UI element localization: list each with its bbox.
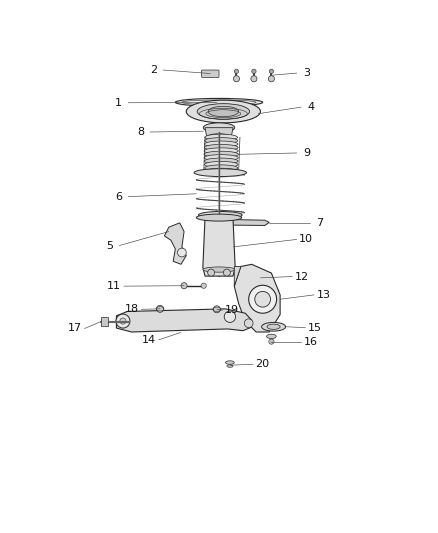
Text: 20: 20 bbox=[256, 359, 270, 369]
Text: 3: 3 bbox=[303, 68, 310, 78]
Ellipse shape bbox=[205, 161, 238, 167]
Circle shape bbox=[223, 269, 230, 276]
Circle shape bbox=[269, 339, 274, 344]
Circle shape bbox=[268, 76, 275, 82]
Polygon shape bbox=[101, 317, 108, 326]
Text: 14: 14 bbox=[142, 335, 156, 345]
Ellipse shape bbox=[198, 212, 242, 219]
Text: 11: 11 bbox=[107, 281, 121, 291]
Ellipse shape bbox=[207, 134, 231, 141]
Circle shape bbox=[251, 76, 257, 82]
Text: 15: 15 bbox=[308, 322, 322, 333]
Ellipse shape bbox=[197, 103, 250, 119]
Ellipse shape bbox=[204, 155, 238, 161]
Ellipse shape bbox=[226, 361, 234, 364]
Text: 16: 16 bbox=[304, 337, 318, 346]
Ellipse shape bbox=[227, 365, 233, 367]
Ellipse shape bbox=[205, 165, 238, 171]
Text: 6: 6 bbox=[115, 192, 122, 201]
Circle shape bbox=[224, 311, 236, 322]
Ellipse shape bbox=[208, 106, 239, 117]
Ellipse shape bbox=[267, 334, 276, 338]
Ellipse shape bbox=[175, 99, 263, 106]
Circle shape bbox=[233, 76, 240, 82]
FancyBboxPatch shape bbox=[201, 70, 219, 77]
Polygon shape bbox=[117, 309, 252, 332]
Polygon shape bbox=[234, 264, 280, 332]
Text: 5: 5 bbox=[106, 240, 113, 251]
Circle shape bbox=[269, 69, 274, 74]
Ellipse shape bbox=[261, 322, 286, 331]
Circle shape bbox=[156, 305, 163, 312]
Text: 9: 9 bbox=[303, 148, 310, 158]
Circle shape bbox=[208, 269, 215, 276]
Circle shape bbox=[244, 319, 253, 328]
Circle shape bbox=[252, 69, 256, 74]
Ellipse shape bbox=[204, 148, 238, 154]
Circle shape bbox=[258, 275, 264, 281]
Ellipse shape bbox=[204, 151, 238, 157]
Text: 1: 1 bbox=[115, 98, 122, 108]
Polygon shape bbox=[234, 266, 241, 286]
Polygon shape bbox=[203, 217, 235, 276]
Ellipse shape bbox=[205, 134, 237, 140]
Ellipse shape bbox=[267, 324, 280, 329]
Ellipse shape bbox=[204, 158, 238, 164]
Ellipse shape bbox=[196, 214, 242, 221]
Ellipse shape bbox=[186, 100, 261, 123]
Text: 17: 17 bbox=[68, 324, 82, 334]
Text: 7: 7 bbox=[316, 218, 323, 228]
Text: 12: 12 bbox=[295, 271, 309, 281]
Ellipse shape bbox=[205, 168, 237, 174]
Text: 19: 19 bbox=[225, 305, 239, 315]
Ellipse shape bbox=[194, 169, 247, 176]
Text: 4: 4 bbox=[307, 102, 314, 112]
Ellipse shape bbox=[205, 138, 238, 144]
Circle shape bbox=[255, 292, 271, 307]
Circle shape bbox=[249, 285, 277, 313]
Text: 2: 2 bbox=[150, 65, 157, 75]
Text: 13: 13 bbox=[317, 290, 331, 300]
Circle shape bbox=[213, 306, 220, 313]
Text: 8: 8 bbox=[137, 127, 144, 137]
Text: 18: 18 bbox=[125, 304, 139, 314]
Circle shape bbox=[177, 248, 186, 257]
Ellipse shape bbox=[203, 123, 235, 133]
Circle shape bbox=[201, 283, 206, 288]
Circle shape bbox=[181, 282, 187, 289]
Circle shape bbox=[234, 69, 239, 74]
Polygon shape bbox=[205, 128, 233, 138]
Ellipse shape bbox=[205, 141, 238, 147]
Ellipse shape bbox=[203, 267, 235, 272]
Circle shape bbox=[116, 314, 130, 328]
Circle shape bbox=[120, 318, 126, 324]
Polygon shape bbox=[221, 220, 269, 225]
Ellipse shape bbox=[204, 144, 238, 150]
Polygon shape bbox=[164, 223, 186, 264]
Text: 10: 10 bbox=[299, 235, 313, 245]
